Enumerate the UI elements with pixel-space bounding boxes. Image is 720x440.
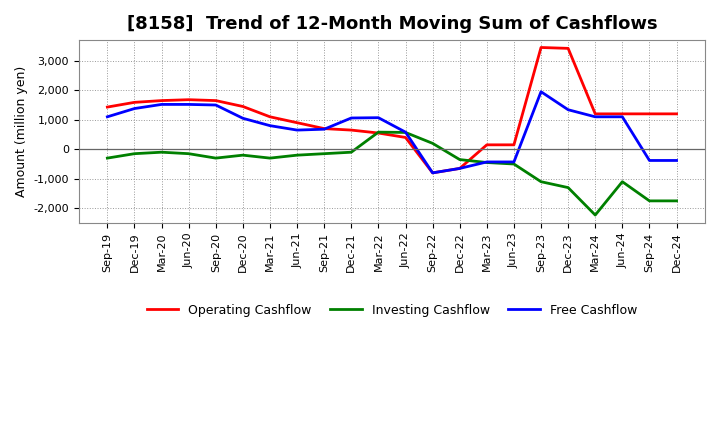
Free Cashflow [564,107,572,112]
Investing Cashflow [455,157,464,162]
Free Cashflow [266,123,274,128]
Free Cashflow [320,127,328,132]
Operating Cashflow [510,142,518,147]
Free Cashflow [536,89,545,94]
Operating Cashflow [536,45,545,50]
Operating Cashflow [645,111,654,117]
Line: Investing Cashflow: Investing Cashflow [107,132,677,215]
Investing Cashflow [238,153,247,158]
Operating Cashflow [591,111,600,117]
Legend: Operating Cashflow, Investing Cashflow, Free Cashflow: Operating Cashflow, Investing Cashflow, … [142,299,642,322]
Free Cashflow [645,158,654,163]
Free Cashflow [591,114,600,119]
Investing Cashflow [482,160,491,165]
Investing Cashflow [320,151,328,156]
Investing Cashflow [130,151,139,156]
Free Cashflow [130,106,139,111]
Free Cashflow [374,115,383,120]
Investing Cashflow [157,150,166,155]
Operating Cashflow [401,135,410,140]
Free Cashflow [510,159,518,165]
Free Cashflow [184,102,193,107]
Free Cashflow [618,114,626,119]
Investing Cashflow [618,179,626,184]
Investing Cashflow [293,153,302,158]
Operating Cashflow [428,170,437,176]
Investing Cashflow [428,141,437,146]
Investing Cashflow [374,129,383,135]
Free Cashflow [103,114,112,119]
Operating Cashflow [212,98,220,103]
Investing Cashflow [103,155,112,161]
Free Cashflow [238,116,247,121]
Investing Cashflow [266,155,274,161]
Operating Cashflow [672,111,681,117]
Operating Cashflow [130,100,139,105]
Free Cashflow [212,103,220,108]
Line: Free Cashflow: Free Cashflow [107,92,677,173]
Investing Cashflow [645,198,654,204]
Operating Cashflow [618,111,626,117]
Free Cashflow [347,115,356,121]
Investing Cashflow [672,198,681,204]
Free Cashflow [401,129,410,135]
Investing Cashflow [564,185,572,190]
Free Cashflow [672,158,681,163]
Free Cashflow [157,102,166,107]
Operating Cashflow [482,142,491,147]
Investing Cashflow [401,130,410,135]
Investing Cashflow [536,179,545,184]
Line: Operating Cashflow: Operating Cashflow [107,48,677,173]
Operating Cashflow [455,166,464,171]
Free Cashflow [428,170,437,176]
Investing Cashflow [184,151,193,156]
Operating Cashflow [157,98,166,103]
Operating Cashflow [293,120,302,125]
Investing Cashflow [591,213,600,218]
Investing Cashflow [510,161,518,167]
Operating Cashflow [103,104,112,110]
Operating Cashflow [320,126,328,131]
Free Cashflow [455,166,464,171]
Investing Cashflow [347,150,356,155]
Operating Cashflow [238,104,247,109]
Free Cashflow [482,159,491,165]
Operating Cashflow [266,114,274,119]
Y-axis label: Amount (million yen): Amount (million yen) [15,66,28,197]
Title: [8158]  Trend of 12-Month Moving Sum of Cashflows: [8158] Trend of 12-Month Moving Sum of C… [127,15,657,33]
Operating Cashflow [374,130,383,136]
Free Cashflow [293,128,302,133]
Operating Cashflow [347,128,356,133]
Operating Cashflow [184,97,193,103]
Investing Cashflow [212,155,220,161]
Operating Cashflow [564,46,572,51]
